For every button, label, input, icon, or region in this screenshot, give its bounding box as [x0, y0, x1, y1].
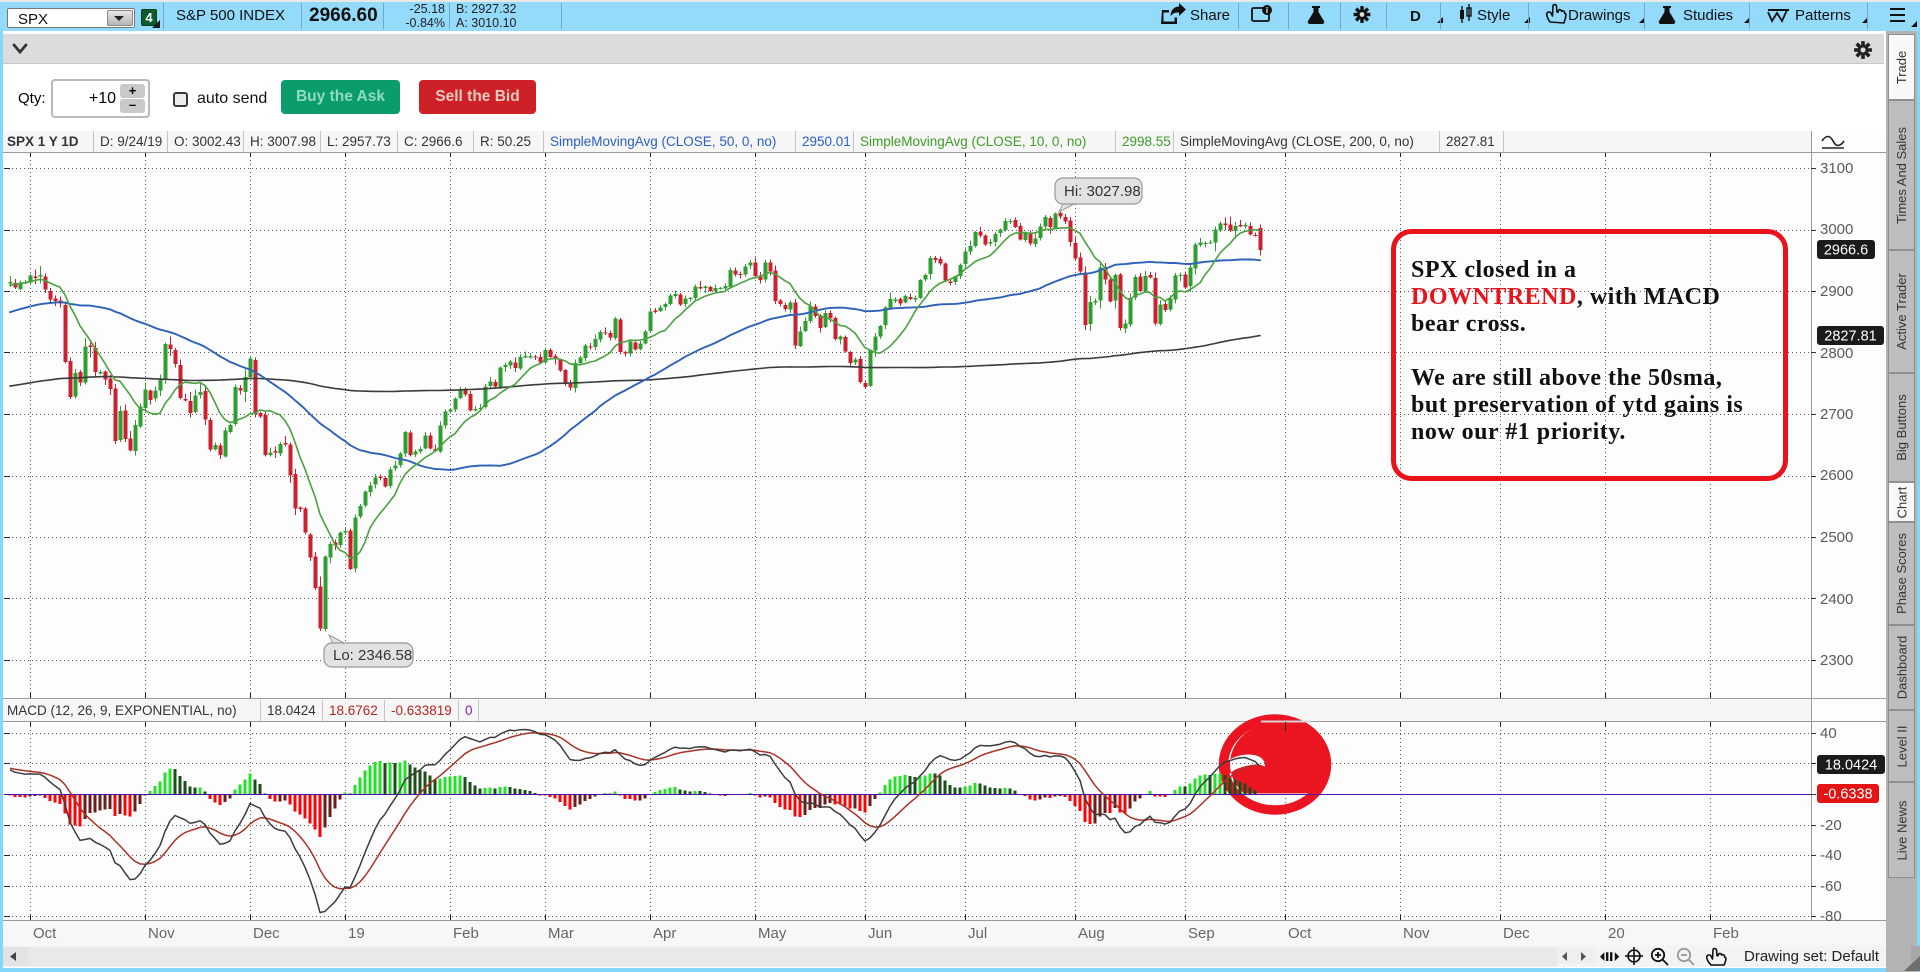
- svg-text:2700: 2700: [1820, 406, 1853, 423]
- svg-text:H: 3007.98: H: 3007.98: [250, 134, 316, 149]
- svg-text:Apr: Apr: [653, 925, 676, 942]
- svg-text:SimpleMovingAvg (CLOSE, 50, 0,: SimpleMovingAvg (CLOSE, 50, 0, no): [550, 134, 776, 149]
- svg-text:Nov: Nov: [148, 925, 175, 942]
- svg-text:Jul: Jul: [968, 925, 987, 942]
- svg-text:O: 3002.43: O: 3002.43: [174, 134, 241, 149]
- svg-text:Jun: Jun: [868, 925, 892, 942]
- svg-text:D: D: [1410, 8, 1421, 25]
- svg-text:-20: -20: [1820, 817, 1842, 834]
- svg-text:-60: -60: [1820, 878, 1842, 895]
- svg-text:May: May: [758, 925, 787, 942]
- svg-text:now our #1 priority.: now our #1 priority.: [1411, 419, 1626, 445]
- svg-text:MACD (12, 26, 9, EXPONENTIAL,: MACD (12, 26, 9, EXPONENTIAL, no): [7, 703, 237, 718]
- svg-text:Oct: Oct: [1288, 925, 1312, 942]
- svg-text:-80: -80: [1820, 908, 1842, 925]
- svg-text:Aug: Aug: [1078, 925, 1105, 942]
- svg-text:2827.81: 2827.81: [1824, 329, 1876, 345]
- svg-text:2500: 2500: [1820, 529, 1853, 546]
- svg-text:-40: -40: [1820, 847, 1842, 864]
- svg-text:2600: 2600: [1820, 467, 1853, 484]
- svg-text:D: 9/24/19: D: 9/24/19: [100, 134, 162, 149]
- svg-text:19: 19: [348, 925, 365, 942]
- svg-text:2998.55: 2998.55: [1122, 134, 1171, 149]
- svg-text:-0.6338: -0.6338: [1823, 787, 1872, 803]
- svg-text:SPX 1 Y 1D: SPX 1 Y 1D: [7, 134, 79, 149]
- svg-text:2300: 2300: [1820, 652, 1853, 669]
- svg-text:0: 0: [465, 703, 473, 718]
- svg-text:We are still above the 50sma,: We are still above the 50sma,: [1411, 365, 1722, 391]
- svg-text:bear cross.: bear cross.: [1411, 311, 1526, 337]
- svg-text:SimpleMovingAvg (CLOSE, 10, 0,: SimpleMovingAvg (CLOSE, 10, 0, no): [860, 134, 1086, 149]
- svg-text:R: 50.25: R: 50.25: [480, 134, 531, 149]
- svg-text:-0.633819: -0.633819: [391, 703, 452, 718]
- svg-text:2827.81: 2827.81: [1446, 134, 1495, 149]
- svg-text:Lo: 2346.58: Lo: 2346.58: [333, 647, 412, 664]
- svg-text:Feb: Feb: [1713, 925, 1739, 942]
- svg-text:2400: 2400: [1820, 591, 1853, 608]
- svg-text:DOWNTREND, with MACD: DOWNTREND, with MACD: [1411, 284, 1720, 310]
- svg-text:i: i: [1266, 6, 1268, 15]
- svg-text:Feb: Feb: [453, 925, 479, 942]
- svg-text:C: 2966.6: C: 2966.6: [404, 134, 463, 149]
- svg-text:Hi: 3027.98: Hi: 3027.98: [1064, 183, 1141, 200]
- svg-text:40: 40: [1820, 725, 1837, 742]
- svg-text:but preservation of ytd gains: but preservation of ytd gains is: [1411, 392, 1743, 418]
- svg-text:Mar: Mar: [548, 925, 574, 942]
- svg-text:Drawing set: Default: Drawing set: Default: [1744, 948, 1880, 965]
- svg-text:18.0424: 18.0424: [267, 703, 316, 718]
- svg-text:Oct: Oct: [33, 925, 57, 942]
- svg-text:2950.01: 2950.01: [802, 134, 851, 149]
- svg-text:2900: 2900: [1820, 283, 1853, 300]
- svg-text:Dec: Dec: [253, 925, 280, 942]
- svg-text:2800: 2800: [1820, 345, 1853, 362]
- svg-text:18.0424: 18.0424: [1825, 758, 1877, 774]
- svg-text:18.6762: 18.6762: [329, 703, 378, 718]
- svg-text:20: 20: [1608, 925, 1625, 942]
- svg-text:L: 2957.73: L: 2957.73: [327, 134, 391, 149]
- svg-text:SimpleMovingAvg (CLOSE, 200, 0: SimpleMovingAvg (CLOSE, 200, 0, no): [1180, 134, 1414, 149]
- svg-text:Dec: Dec: [1503, 925, 1530, 942]
- svg-text:2966.6: 2966.6: [1824, 243, 1868, 259]
- svg-text:3100: 3100: [1820, 160, 1853, 177]
- svg-text:Sep: Sep: [1188, 925, 1215, 942]
- svg-text:3000: 3000: [1820, 221, 1853, 238]
- svg-text:SPX closed in a: SPX closed in a: [1411, 257, 1577, 283]
- svg-text:Nov: Nov: [1403, 925, 1430, 942]
